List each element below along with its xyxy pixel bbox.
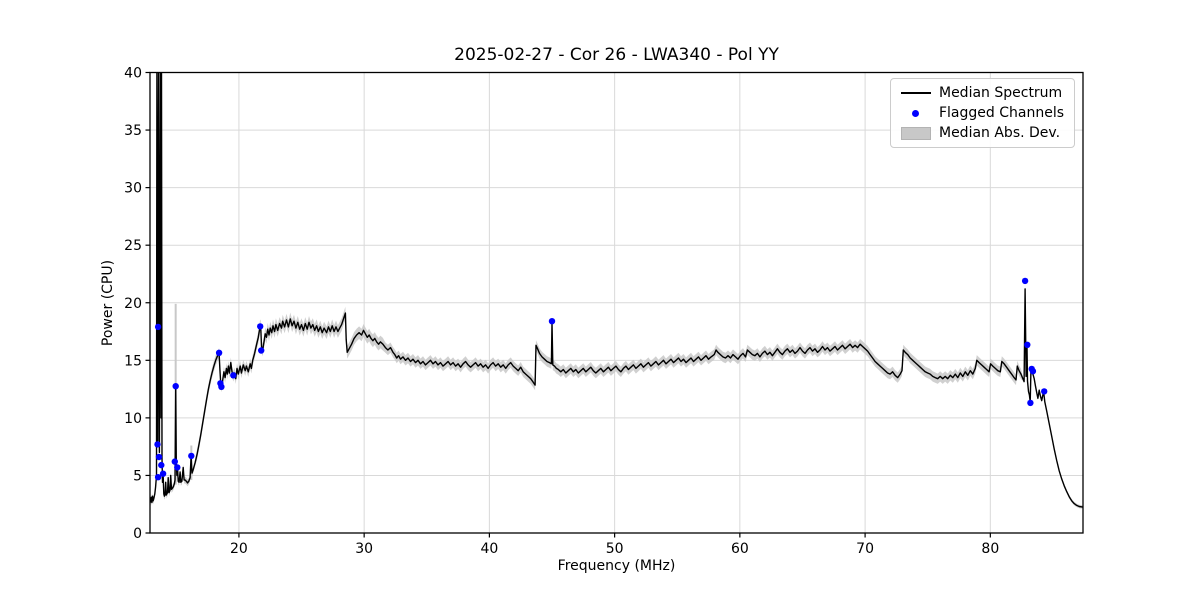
plot-data-layer [150, 72, 1083, 509]
legend-entry-flagged-channels: Flagged Channels [901, 104, 1064, 122]
flagged-channel-point [159, 470, 167, 477]
flagged-channel-point [548, 318, 556, 325]
flagged-channel-point [174, 464, 181, 471]
y-tick-label: 20 [124, 296, 142, 312]
flagged-channel-point [154, 474, 162, 481]
legend-band-marker [900, 126, 931, 140]
x-tick-label: 60 [731, 541, 749, 557]
legend-label: Median Spectrum [938, 85, 1063, 101]
legend-line-marker [900, 86, 931, 100]
flagged-channel-point [215, 349, 223, 356]
flagged-channel-point [1024, 341, 1031, 348]
legend: Median Spectrum Flagged Channels Median … [889, 78, 1075, 148]
y-tick-label: 30 [124, 181, 142, 197]
x-tick-label: 50 [606, 541, 624, 557]
flagged-channel-point [188, 452, 195, 460]
flagged-channel-point [218, 383, 225, 390]
flagged-channel-point [155, 453, 163, 461]
flagged-channel-point [230, 372, 237, 379]
legend-entry-median-abs-dev: Median Abs. Dev. [900, 124, 1064, 142]
x-tick-label: 40 [480, 541, 498, 557]
flagged-channel-point [257, 323, 264, 330]
legend-entry-median-spectrum: Median Spectrum [900, 84, 1064, 102]
y-tick-label: 40 [124, 66, 142, 82]
flagged-channel-point [154, 441, 161, 448]
y-tick-label: 5 [133, 468, 142, 484]
legend-dot-marker [901, 106, 931, 120]
flagged-channel-point [172, 383, 179, 390]
flagged-channel-point [171, 458, 178, 465]
x-axis-label: Frequency (MHz) [557, 558, 676, 574]
y-tick-label: 0 [133, 526, 142, 542]
chart-title: 2025-02-27 - Cor 26 - LWA340 - Pol YY [454, 45, 779, 65]
legend-label: Flagged Channels [938, 105, 1064, 121]
flagged-channel-point [1029, 368, 1037, 375]
x-tick-label: 20 [230, 541, 248, 557]
x-tick-label: 80 [981, 541, 999, 557]
flagged-channel-point [1027, 399, 1034, 407]
flagged-channel-point [258, 347, 265, 354]
y-tick-label: 25 [124, 238, 142, 254]
flagged-channel-point [1021, 277, 1029, 285]
y-tick-label: 35 [124, 123, 142, 139]
median-spectrum-line [150, 72, 1083, 508]
x-tick-label: 30 [355, 541, 373, 557]
flagged-channel-point [158, 461, 165, 469]
y-tick-label: 15 [124, 353, 142, 369]
flagged-channel-point [1041, 388, 1048, 395]
legend-label: Median Abs. Dev. [938, 125, 1061, 141]
flagged-channel-point [154, 323, 162, 331]
y-tick-label: 10 [124, 411, 142, 427]
x-tick-label: 70 [856, 541, 874, 557]
